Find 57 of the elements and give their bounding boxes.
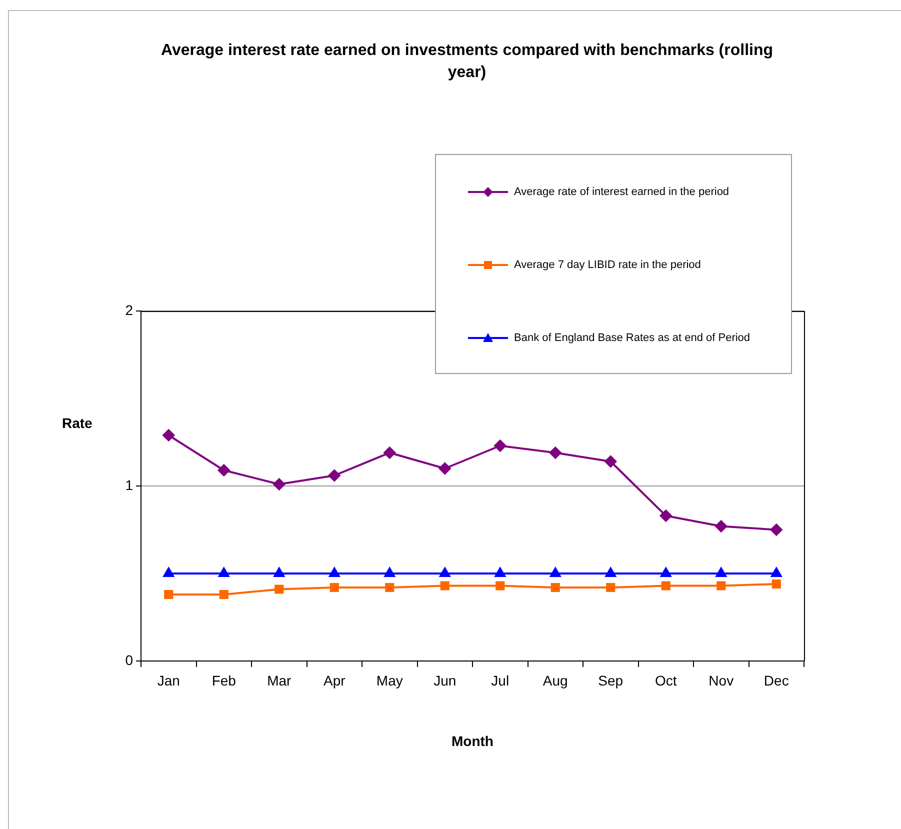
y-axis-title: Rate (62, 415, 92, 431)
x-tick-label: Feb (212, 672, 236, 688)
y-tick-label: 1 (125, 476, 134, 493)
point (494, 440, 506, 452)
point (384, 446, 396, 459)
point (660, 510, 672, 522)
point (218, 464, 230, 476)
point (163, 568, 174, 577)
x-tick-label: Mar (267, 672, 292, 688)
x-tick-label: Nov (708, 672, 734, 688)
point (274, 568, 284, 577)
point (661, 581, 670, 590)
point (494, 568, 506, 577)
point (716, 568, 726, 577)
point (772, 579, 781, 589)
x-tick-label: May (376, 672, 403, 688)
point (660, 568, 672, 577)
y-tick-label: 0 (125, 652, 134, 668)
x-tick-label: Dec (764, 672, 789, 688)
legend-label: Bank of England Base Rates as at end of Period (514, 332, 750, 344)
point (716, 581, 726, 590)
point (550, 582, 560, 592)
point (440, 581, 450, 590)
x-tick-label: Jun (434, 672, 456, 688)
point (274, 584, 284, 594)
point (164, 590, 174, 600)
y-tick-label: 2 (125, 302, 134, 318)
point (605, 568, 616, 577)
x-tick-label: Jul (491, 672, 510, 688)
x-tick-label: Jan (157, 672, 180, 688)
point (770, 524, 782, 536)
legend-label: Average 7 day LIBID rate in the period (514, 259, 701, 271)
point (385, 582, 394, 592)
point (438, 462, 451, 474)
point (329, 568, 340, 577)
legend-label: Average rate of interest earned in the period (514, 186, 730, 198)
x-tick-label: Sep (598, 672, 624, 688)
point (549, 446, 562, 459)
point (330, 582, 339, 592)
point (328, 470, 340, 482)
point (496, 581, 505, 590)
point (550, 568, 561, 577)
x-tick-label: Aug (542, 672, 568, 688)
point (771, 568, 782, 577)
point (606, 582, 616, 592)
point (218, 568, 230, 577)
point (384, 568, 395, 577)
point (715, 520, 728, 532)
point (604, 456, 617, 468)
chart-title: Average interest rate earned on investments compared with benchmarks (rolling year) (160, 41, 774, 83)
point (162, 429, 175, 442)
point (273, 478, 286, 490)
point (440, 568, 450, 577)
point (219, 590, 228, 600)
x-tick-label: Oct (654, 672, 677, 688)
x-axis-title: Month (450, 733, 494, 749)
x-tick-label: Apr (323, 672, 346, 688)
